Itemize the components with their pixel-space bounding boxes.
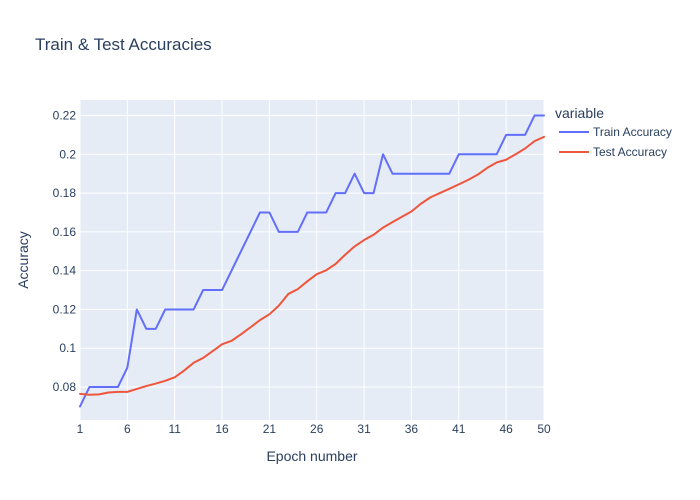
x-tick-label: 31: [357, 422, 371, 436]
plot-area: [80, 100, 544, 420]
y-tick-label: 0.18: [53, 186, 77, 200]
x-tick-label: 26: [310, 422, 324, 436]
x-tick-label: 36: [405, 422, 419, 436]
legend-item-test[interactable]: Test Accuracy: [559, 145, 667, 159]
y-tick-label: 0.12: [53, 302, 77, 316]
grid-lines: [79, 100, 545, 420]
x-axis-title: Epoch number: [266, 448, 357, 464]
legend: variable Train Accuracy Test Accuracy: [555, 105, 672, 159]
legend-label: Test Accuracy: [593, 145, 667, 159]
y-tick-label: 0.08: [53, 380, 77, 394]
y-tick-label: 0.14: [53, 264, 77, 278]
legend-title: variable: [555, 105, 604, 121]
legend-label: Train Accuracy: [593, 125, 672, 139]
series-lines: [79, 114, 545, 408]
x-tick-label: 46: [499, 422, 513, 436]
x-tick-label: 1: [77, 422, 84, 436]
legend-item-train[interactable]: Train Accuracy: [559, 125, 672, 139]
x-tick-label: 50: [537, 422, 551, 436]
x-tick-label: 21: [263, 422, 277, 436]
x-axis-ticks: 1 6 11 16 21 26 31 36 41 46 50: [77, 422, 551, 436]
x-tick-label: 6: [124, 422, 131, 436]
x-tick-label: 11: [168, 422, 181, 436]
y-tick-label: 0.16: [53, 225, 77, 239]
y-tick-label: 0.2: [59, 147, 76, 161]
x-tick-label: 16: [215, 422, 229, 436]
y-axis-ticks: 0.08 0.1 0.12 0.14 0.16 0.18 0.2 0.22: [53, 109, 77, 395]
y-tick-label: 0.22: [53, 109, 77, 123]
chart-title: Train & Test Accuracies: [35, 35, 212, 54]
train-accuracy-line: [79, 114, 545, 408]
y-axis-title: Accuracy: [15, 231, 31, 289]
x-tick-label: 41: [452, 422, 466, 436]
y-tick-label: 0.1: [59, 341, 76, 355]
test-accuracy-line: [79, 135, 545, 396]
